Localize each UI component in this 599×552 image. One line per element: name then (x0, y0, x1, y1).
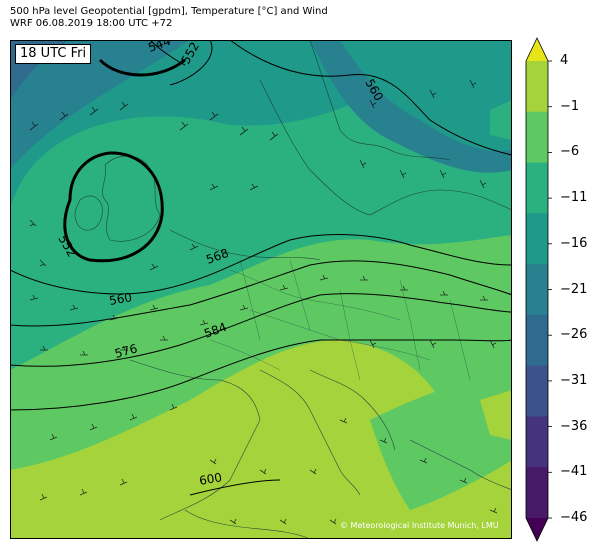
temp-band (10, 340, 512, 539)
coastlines (74, 40, 512, 539)
map-subtitle: WRF 06.08.2019 18:00 UTC +72 (10, 18, 173, 29)
colorbar-tick-label: −26 (560, 327, 588, 343)
colorbar-tick-label: −6 (560, 144, 580, 160)
temp-band (480, 390, 512, 440)
weather-map: 544 552 560 552 560 568 576 584 600 (10, 40, 512, 539)
colorbar-band (526, 61, 548, 113)
contour-label: 576 (113, 341, 139, 360)
thick-contours (63, 58, 186, 263)
map-credit: © Meteorological Institute Munich, LMU (340, 521, 499, 530)
colorbar-band (526, 467, 548, 519)
temp-band (340, 40, 512, 151)
colorbar-tick-label: −31 (560, 372, 588, 388)
colorbar-band (526, 365, 548, 417)
colorbar-band (526, 213, 548, 265)
wind-barbs (29, 79, 498, 525)
temp-band (370, 370, 512, 510)
colorbar-tick-label: −1 (560, 98, 580, 114)
map-title: 500 hPa level Geopotential [gpdm], Tempe… (10, 6, 328, 17)
colorbar-band (526, 111, 548, 164)
colorbar-tick-label: −16 (560, 235, 588, 251)
colorbar-tick-label: −11 (560, 190, 588, 206)
colorbar-tick-label: −21 (560, 281, 588, 297)
colorbar-tick-label: −46 (560, 510, 588, 525)
colorbar-extend-min (526, 518, 548, 541)
contour-label: 560 (108, 290, 133, 308)
temp-band (490, 100, 512, 140)
colorbar-band (526, 314, 548, 367)
temperature-colorbar (525, 37, 552, 542)
contour-label: 600 (198, 470, 223, 488)
colorbar-band (526, 264, 548, 316)
colorbar-tick-label: −41 (560, 464, 588, 480)
colorbar-band (526, 162, 548, 214)
colorbar-extend-max (526, 38, 548, 61)
colorbar-tick-label: 4 (560, 53, 569, 68)
colorbar-tick-label: −36 (560, 418, 588, 434)
colorbar-band (526, 416, 548, 468)
valid-time-label: 18 UTC Fri (15, 44, 92, 64)
